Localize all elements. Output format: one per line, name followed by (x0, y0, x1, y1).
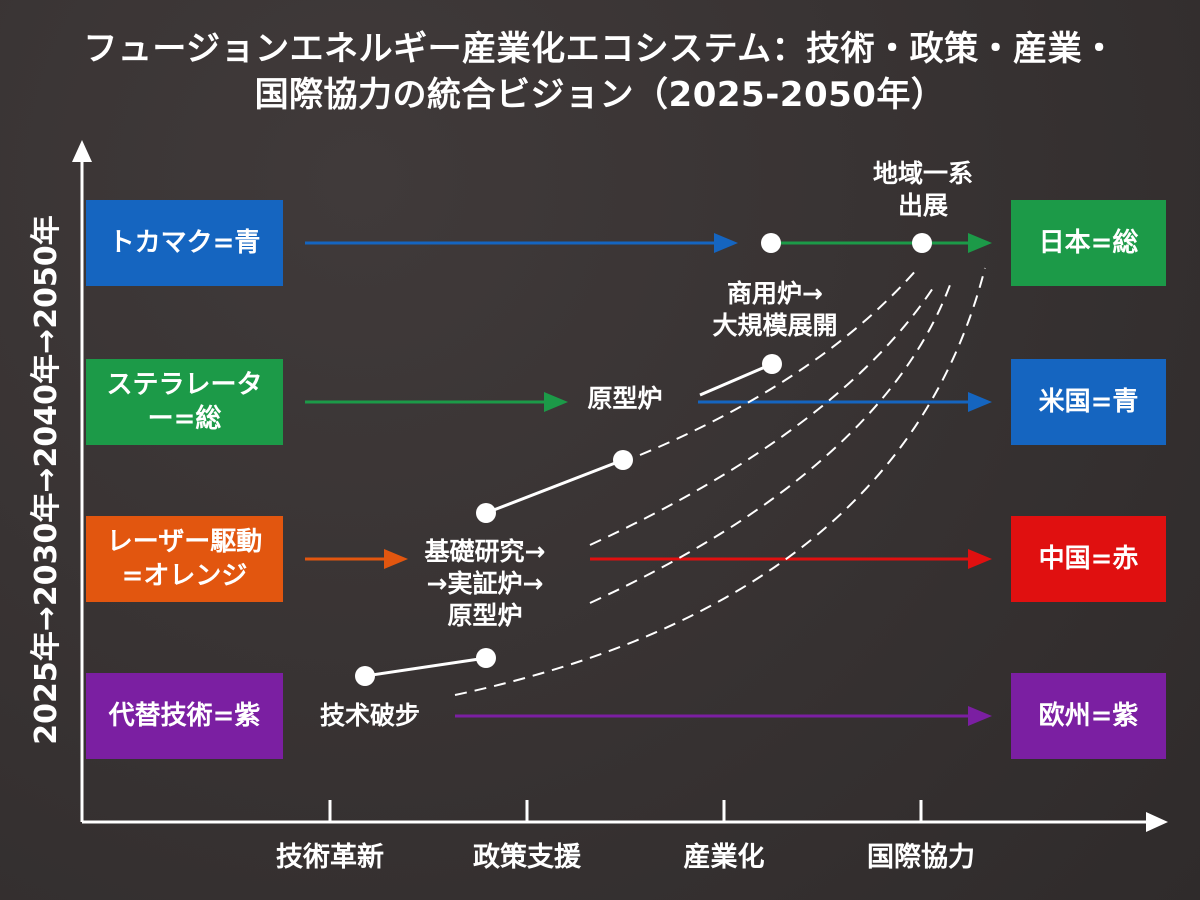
x-axis-arrowhead (1146, 812, 1168, 832)
milestone-dot (613, 450, 633, 470)
stellarator-arrowhead (544, 392, 568, 412)
dashed-curve-3 (589, 284, 951, 604)
diagram-title: フュージョンエネルギー産業化エコシステム：技術・政策・産業・ 国際協力の統合ビジ… (0, 26, 1200, 118)
dashed-curve-1 (639, 267, 919, 456)
dashed-curve-4 (454, 267, 986, 696)
us-box: 米国=青 (1011, 359, 1166, 445)
milestone-dot (762, 354, 782, 374)
japan-arrowhead (968, 233, 992, 253)
progress-line-2 (485, 458, 624, 515)
commercial-label: 商用炉→ 大規模展開 (712, 279, 838, 340)
research-path-label: 基礎研究→ →実証炉→ 原型炉 (424, 537, 546, 630)
milestone-dot (761, 233, 781, 253)
milestone-dot (912, 233, 932, 253)
milestone-dot (355, 666, 375, 686)
milestone-dot (476, 648, 496, 668)
alternative-tech-box: 代替技術=紫 (86, 673, 283, 759)
laser-arrowhead (384, 549, 408, 569)
regional-label: 地域一系 出展 (872, 159, 973, 220)
laser-driven-box: レーザー駆動=オレンジ (86, 516, 283, 602)
x-tick-label-4: 国際協力 (867, 842, 975, 873)
x-tick-label-3: 産業化 (683, 842, 765, 873)
prototype-label: 原型炉 (587, 384, 663, 413)
title-line-1: フュージョンエネルギー産業化エコシステム：技術・政策・産業・ (83, 29, 1117, 69)
tokamak-arrowhead (714, 233, 738, 253)
europe-arrowhead (968, 706, 992, 726)
stellarator-box: ステラレーター=総 (86, 359, 283, 445)
china-arrowhead (968, 549, 992, 569)
y-axis-arrowhead (72, 140, 92, 162)
china-box: 中国=赤 (1011, 516, 1166, 602)
europe-box: 欧州=紫 (1011, 673, 1166, 759)
dashed-curve-2 (589, 284, 936, 546)
progress-line-1 (364, 656, 487, 678)
x-tick-label-1: 技術革新 (276, 842, 384, 873)
y-axis-label: 2025年→2030年→2040年→2050年 (29, 215, 64, 745)
title-line-2: 国際協力の統合ビジョン（2025-2050年） (254, 75, 946, 115)
us-arrowhead (968, 392, 992, 412)
x-tick-label-2: 政策支援 (473, 842, 581, 873)
milestone-dot (476, 503, 496, 523)
japan-box: 日本=総 (1011, 200, 1166, 286)
breakthrough-label: 技术破步 (319, 701, 420, 730)
tokamak-box: トカマク=青 (86, 200, 283, 286)
progress-line-3 (699, 362, 773, 397)
